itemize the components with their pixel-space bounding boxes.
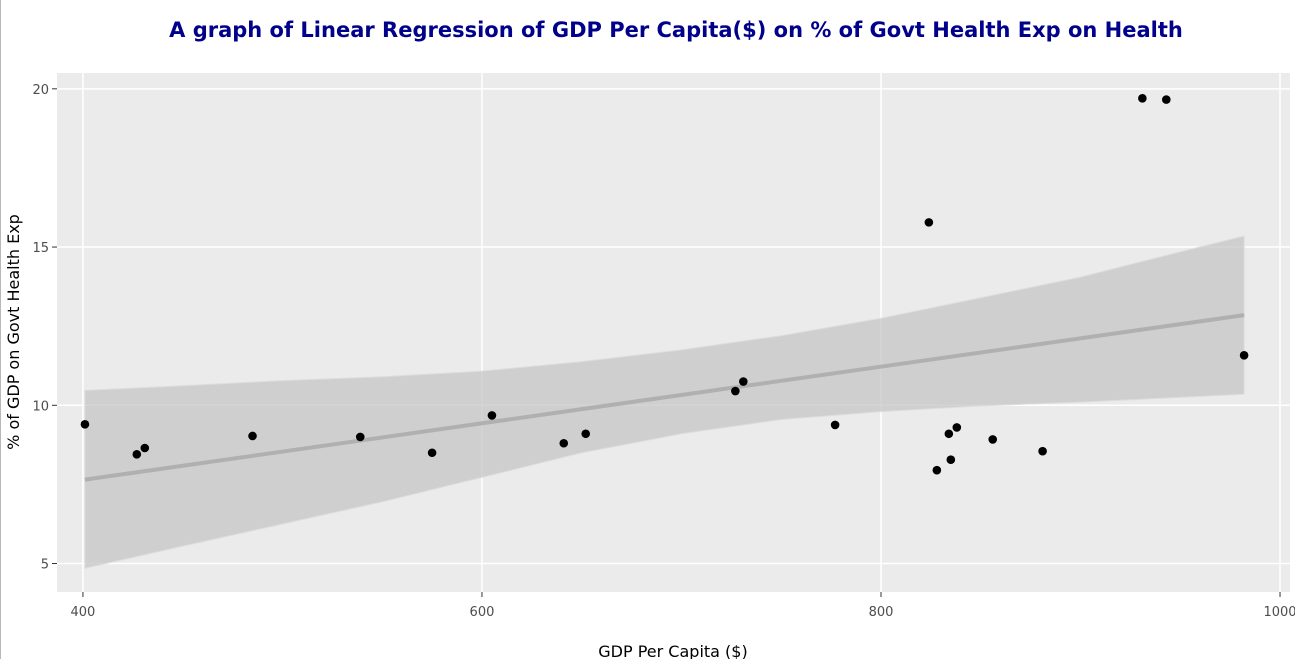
left-border [0,0,1,659]
data-point [988,435,998,444]
data-point [581,429,591,439]
data-point [140,443,150,453]
data-point [932,465,942,475]
data-point [1239,350,1249,360]
y-axis-label: % of GDP on Govt Health Exp [4,214,23,450]
data-point [355,432,365,442]
y-tick-label: 20 [32,83,49,98]
x-tick-label: 600 [470,605,495,620]
x-tick-label: 1000 [1263,605,1295,620]
x-tick-label: 400 [71,605,96,620]
data-points [80,94,1249,475]
data-point [427,448,437,458]
y-tick-label: 10 [32,399,49,414]
chart-title: A graph of Linear Regression of GDP Per … [169,18,1183,42]
y-tick-label: 5 [41,558,49,573]
confidence-band [84,235,1245,569]
x-axis-ticks: 400 600 800 1000 [71,592,1295,620]
data-point [80,419,90,429]
data-point [731,386,740,396]
data-point [132,450,142,459]
y-tick-label: 15 [32,241,49,256]
x-axis-label: GDP Per Capita ($) [598,642,747,659]
data-point [924,218,934,227]
data-point [952,423,962,432]
y-axis-ticks: 5 10 15 20 [32,83,57,573]
data-point [559,438,569,448]
data-point [739,377,748,386]
regression-line [84,313,1245,482]
data-point [1038,446,1047,456]
data-point [487,411,497,420]
data-point [830,420,840,430]
x-tick-label: 800 [869,605,894,620]
data-point [1138,94,1147,103]
data-point [946,455,956,465]
data-point [248,431,257,441]
data-point [944,429,954,439]
data-point [1162,95,1171,104]
